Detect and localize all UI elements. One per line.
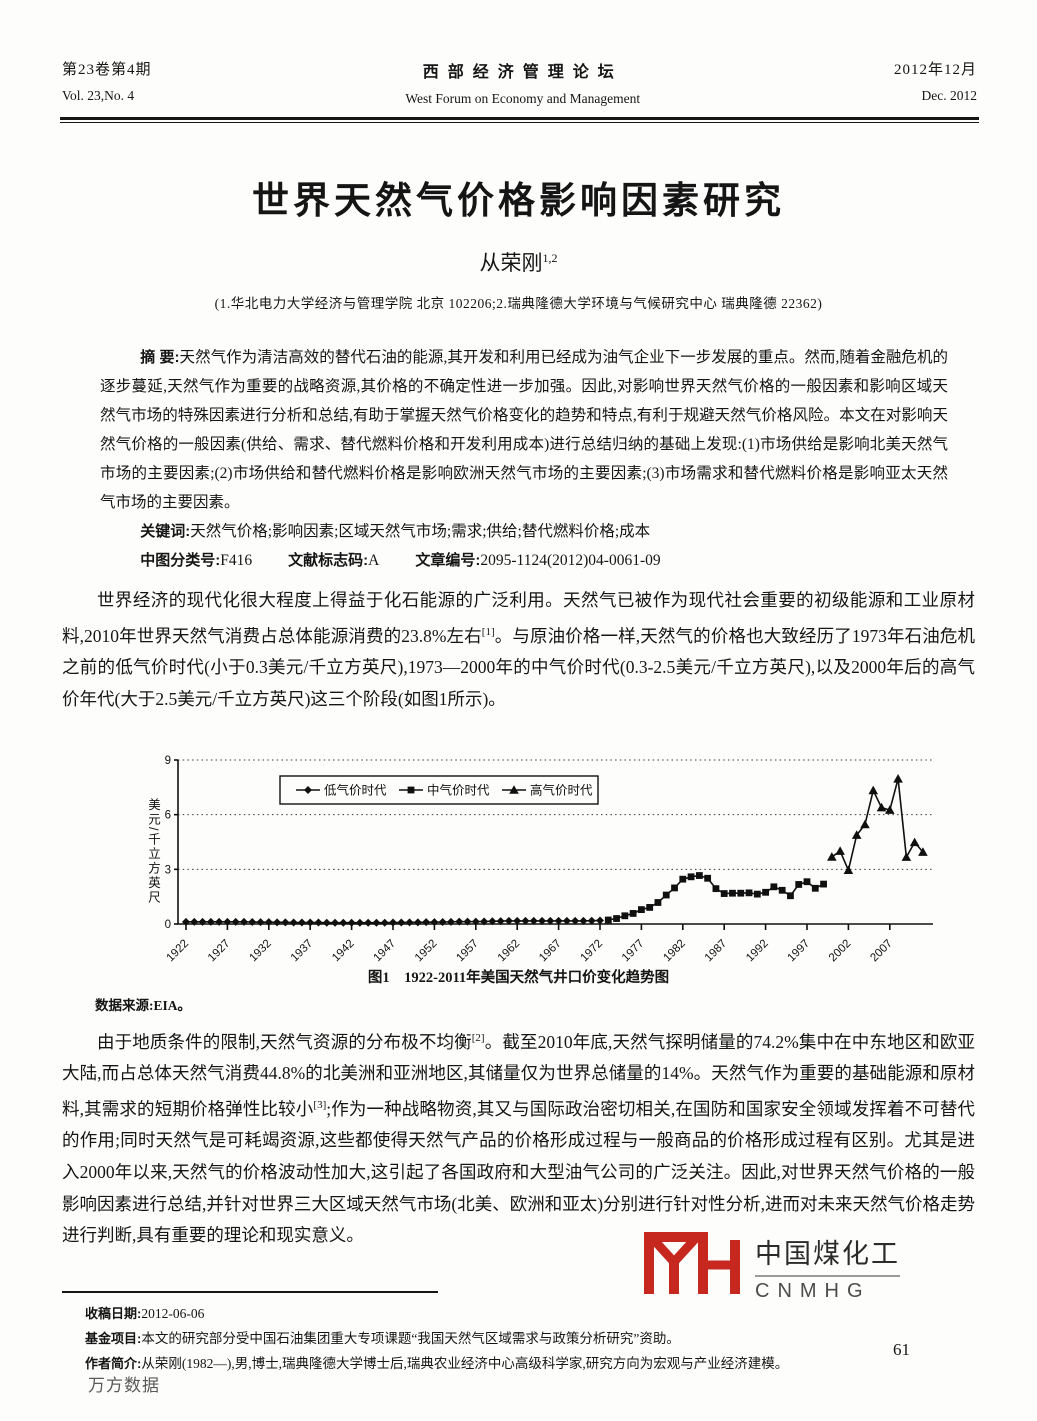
svg-text:9: 9 [165, 755, 171, 767]
svg-text:1992: 1992 [744, 938, 771, 964]
svg-text:高气价时代: 高气价时代 [530, 783, 593, 798]
clc-value: F416 [220, 552, 253, 569]
cnmhg-text-en: CNMHG [755, 1280, 871, 1302]
affiliation: (1.华北电力大学经济与管理学院 北京 102206;2.瑞典隆德大学环境与气候… [214, 296, 823, 311]
figure-caption-text: 1922-2011年美国天然气井口价变化趋势图 [404, 970, 670, 986]
abstract-text: 天然气作为清洁高效的替代石油的能源,其开发和利用已经成为油气企业下一步发展的重点… [100, 349, 948, 511]
clc-label: 中图分类号: [140, 552, 221, 569]
received-value: 2012-06-06 [141, 1306, 205, 1321]
svg-text:1952: 1952 [413, 938, 440, 964]
bio-label: 作者简介: [85, 1356, 142, 1371]
cnmhg-watermark: 中国煤化工 CNMHG [642, 1232, 900, 1303]
svg-text:2002: 2002 [827, 938, 854, 964]
figure-caption: 图1 1922-2011年美国天然气井口价变化趋势图 [0, 966, 1037, 987]
header-double-rule [60, 117, 979, 123]
received-date-line: 收稿日期:2012-06-06 [85, 1301, 955, 1326]
svg-text:1997: 1997 [786, 938, 813, 964]
header-date: 2012年12月 Dec. 2012 [894, 58, 977, 104]
chart-y-axis-label: 美元/千立方英尺 [146, 798, 160, 905]
doc-code-value: A [368, 552, 380, 569]
svg-text:低气价时代: 低气价时代 [324, 783, 387, 798]
fund-text: 本文的研究部分受中国石油集团重大专项课题“我国天然气区域需求与政策分析研究”资助… [141, 1331, 680, 1346]
svg-text:1942: 1942 [330, 938, 357, 964]
header-volume: 第23卷第4期 Vol. 23,No. 4 [62, 58, 152, 104]
footnotes: 收稿日期:2012-06-06 基金项目:本文的研究部分受中国石油集团重大专项课… [85, 1301, 955, 1376]
fund-line: 基金项目:本文的研究部分受中国石油集团重大专项课题“我国天然气区域需求与政策分析… [85, 1326, 955, 1351]
body-paragraph-1: 世界经济的现代化很大程度上得益于化石能源的广泛利用。天然气已被作为现代社会重要的… [62, 590, 975, 709]
received-label: 收稿日期: [85, 1306, 142, 1321]
author-name: 从荣刚 [479, 251, 543, 275]
volume-cn: 第23卷第4期 [62, 62, 152, 78]
svg-text:1932: 1932 [247, 938, 274, 964]
date-cn: 2012年12月 [893, 62, 977, 78]
svg-text:1922: 1922 [165, 938, 192, 964]
svg-text:1982: 1982 [661, 938, 688, 964]
svg-text:1962: 1962 [496, 938, 523, 964]
svg-text:1967: 1967 [537, 938, 564, 964]
figure-number: 图1 [367, 970, 390, 986]
journal-header: 第23卷第4期 Vol. 23,No. 4 西部经济管理论坛 West Foru… [62, 58, 977, 107]
article-id-value: 2095-1124(2012)04-0061-09 [480, 552, 661, 569]
figure-1: 美元/千立方英尺 0 3 6 9 1922 1927 1932 1937 1942 1947 195… [128, 746, 940, 964]
body-paragraph-2: 由于地质条件的限制,天然气资源的分布极不均衡[2]。截至2010年底,天然气探明… [62, 1031, 976, 1246]
date-en: Dec. 2012 [921, 88, 977, 103]
journal-name-en: West Forum on Economy and Management [405, 91, 641, 106]
fund-label: 基金项目: [85, 1331, 142, 1346]
svg-text:3: 3 [165, 864, 171, 876]
abstract-label: 摘 要: [140, 349, 180, 366]
keywords-text: 天然气价格;影响因素;区域天然气市场;需求;供给;替代燃料价格;成本 [190, 523, 651, 540]
article-title: 世界天然气价格影响因素研究 [252, 181, 785, 222]
abstract-block: 摘 要:天然气作为清洁高效的替代石油的能源,其开发和利用已经成为油气企业下一步发… [100, 343, 948, 575]
author-bio-line: 作者简介:从荣刚(1982—),男,博士,瑞典隆德大学博士后,瑞典农业经济中心高… [85, 1351, 955, 1376]
footnote-rule [62, 1291, 438, 1293]
svg-text:1947: 1947 [372, 938, 399, 964]
article-id-label: 文章编号: [415, 552, 481, 569]
keywords-label: 关键词: [140, 523, 191, 540]
bio-text: 从荣刚(1982—),男,博士,瑞典隆德大学博士后,瑞典农业经济中心高级科学家,… [141, 1356, 789, 1371]
page-number: 61 [893, 1340, 910, 1359]
svg-text:0: 0 [165, 919, 171, 931]
cnmhg-text-block: 中国煤化工 CNMHG [755, 1232, 900, 1303]
wanfang-watermark: 万方数据 [88, 1376, 160, 1395]
cnmhg-text-cn: 中国煤化工 [755, 1232, 900, 1277]
svg-text:1987: 1987 [703, 938, 730, 964]
svg-text:6: 6 [165, 810, 171, 822]
svg-text:1972: 1972 [579, 938, 606, 964]
author-superscript: 1,2 [542, 251, 558, 265]
cnmhg-logo-icon [644, 1232, 740, 1294]
abstract-paragraph: 摘 要:天然气作为清洁高效的替代石油的能源,其开发和利用已经成为油气企业下一步发… [100, 343, 948, 517]
author-line: 从荣刚1,2 [0, 247, 1037, 277]
volume-en: Vol. 23,No. 4 [62, 88, 135, 103]
price-trend-chart: 0 3 6 9 1922 1927 1932 1937 1942 1947 1952 1957 1962… [165, 755, 933, 964]
svg-text:1937: 1937 [289, 938, 316, 964]
figure-source: 数据来源:EIA。 [95, 998, 192, 1013]
journal-name: 西部经济管理论坛 West Forum on Economy and Manag… [405, 58, 640, 107]
svg-text:1927: 1927 [206, 938, 233, 964]
svg-text:2007: 2007 [868, 938, 895, 964]
keywords-line: 关键词:天然气价格;影响因素;区域天然气市场;需求;供给;替代燃料价格;成本 [100, 517, 948, 546]
svg-text:1977: 1977 [620, 938, 647, 964]
doc-code-label: 文献标志码: [288, 552, 369, 569]
journal-name-cn: 西部经济管理论坛 [422, 64, 623, 81]
classification-line: 中图分类号:F416 文献标志码:A 文章编号:2095-1124(2012)04-… [100, 546, 948, 575]
svg-text:中气价时代: 中气价时代 [427, 783, 490, 798]
svg-text:1957: 1957 [454, 938, 481, 964]
